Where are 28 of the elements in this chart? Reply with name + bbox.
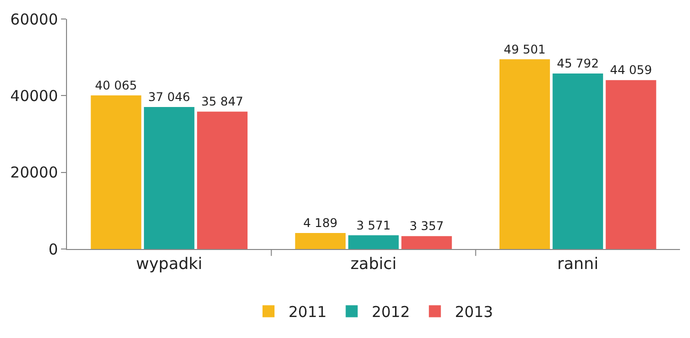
bar	[401, 236, 452, 249]
bar	[144, 106, 194, 249]
x-tick-label: wypadki	[136, 254, 202, 274]
x-tick-label: zabici	[350, 254, 397, 274]
data-label: 35 847	[201, 94, 244, 109]
bar	[606, 80, 656, 249]
data-label: 4 189	[303, 216, 338, 230]
data-label: 45 792	[556, 56, 599, 70]
data-label: 3 571	[356, 218, 391, 232]
legend-label: 2011	[288, 303, 327, 322]
y-tick-label: 20000	[10, 164, 58, 182]
data-label: 40 065	[95, 78, 138, 92]
legend-label: 2012	[372, 303, 410, 322]
y-tick-label: 0	[48, 240, 58, 258]
y-tick-label: 60000	[10, 10, 58, 28]
data-label: 3 357	[409, 219, 444, 234]
bar	[552, 73, 604, 249]
bar	[295, 232, 346, 249]
legend-label: 2013	[454, 303, 494, 322]
bar	[348, 235, 399, 249]
x-tick-label: ranni	[557, 254, 598, 274]
y-tick-label: 40000	[10, 86, 58, 105]
bar	[197, 112, 248, 249]
data-label: 37 046	[148, 90, 190, 104]
data-label: 49 501	[504, 42, 546, 56]
bar	[499, 59, 550, 249]
data-label: 44 059	[610, 63, 652, 78]
bar	[90, 95, 142, 249]
